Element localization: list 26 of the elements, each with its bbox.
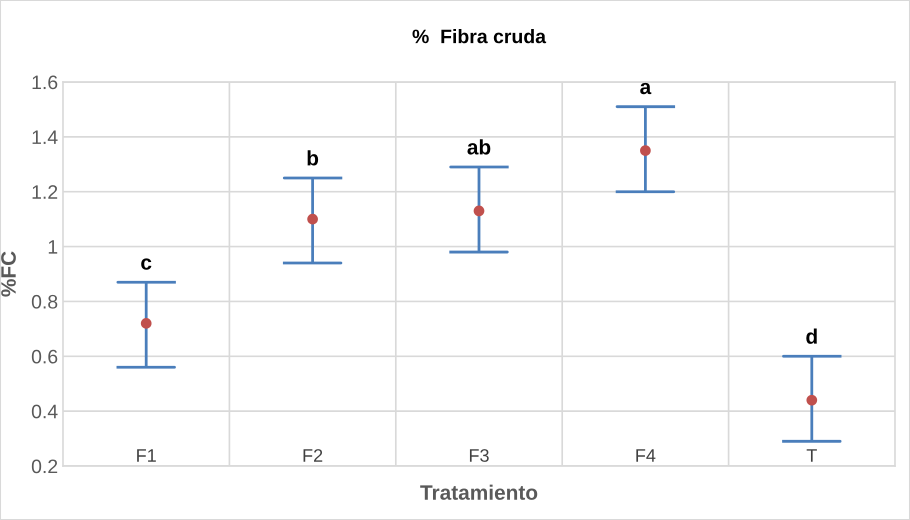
point xyxy=(140,318,152,329)
annotation: ab xyxy=(467,139,490,155)
x-tick-label: F4 xyxy=(636,449,656,462)
point xyxy=(307,214,318,224)
x-tick-label: T xyxy=(806,449,817,462)
x-axis-title: Tratamiento xyxy=(420,484,538,500)
chart-title: % Fibra cruda xyxy=(412,29,546,44)
annotation: c xyxy=(141,258,152,270)
y-tick-label: 0.6 xyxy=(32,350,58,364)
point xyxy=(640,145,651,156)
x-tick-label: F1 xyxy=(137,449,156,462)
y-tick-label: 1.2 xyxy=(32,185,58,199)
y-axis-title: %FC xyxy=(1,251,16,297)
annotation: d xyxy=(806,328,817,344)
x-tick-label: F2 xyxy=(304,449,322,462)
y-tick-label: 0.2 xyxy=(32,459,58,474)
point xyxy=(474,206,484,216)
y-tick-label: 1.6 xyxy=(32,75,58,90)
x-tick-label: F3 xyxy=(470,449,489,462)
point xyxy=(806,394,818,406)
annotation: b xyxy=(308,150,318,166)
y-tick-label: 1.4 xyxy=(32,130,58,144)
y-tick-label: 0.4 xyxy=(32,404,58,418)
y-tick-label: 1 xyxy=(48,240,58,254)
y-tick-label: 0.8 xyxy=(32,294,58,309)
annotation: a xyxy=(640,82,652,94)
